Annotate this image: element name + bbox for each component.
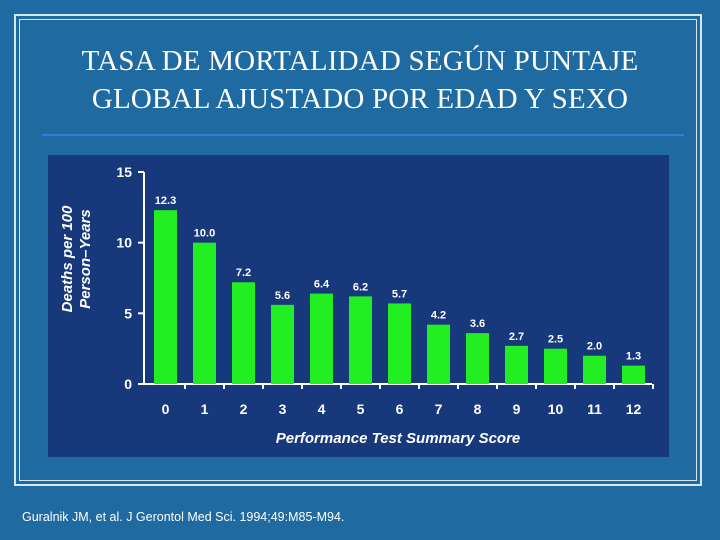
x-tick-label: 2 [240, 401, 248, 417]
bar [466, 333, 489, 384]
chart-panel: 0 5 10 15 12.3 0 10.0 1 7.2 2 5.6 3 6.4 4 6.2 5 5.7 6 4.2… [48, 155, 669, 457]
x-tick-label: 12 [626, 401, 642, 417]
data-label: 3.6 [470, 318, 485, 330]
data-label: 1.3 [626, 351, 641, 363]
bar [271, 304, 294, 384]
x-tick-label: 11 [587, 401, 602, 417]
slide-frame-inner [19, 19, 697, 481]
bar [427, 324, 450, 384]
data-label: 6.2 [353, 281, 368, 293]
bar [154, 210, 177, 384]
bar [544, 348, 567, 384]
y-axis-title: Deaths per 100 Person–Years [59, 205, 94, 312]
slide-title-line-1: TASA DE MORTALIDAD SEGÚN PUNTAJE [81, 45, 639, 77]
x-tick-label: 0 [162, 401, 170, 417]
data-label: 4.2 [431, 310, 446, 322]
bar [388, 303, 411, 384]
y-axis-title-line-1: Deaths per 100 [59, 205, 76, 312]
bars-layer [154, 210, 645, 384]
x-tick-label: 1 [201, 401, 209, 417]
title-divider [42, 134, 684, 136]
x-tick-label: 9 [513, 401, 521, 417]
data-label: 2.7 [509, 331, 524, 343]
y-axis-title-line-2: Person–Years [77, 209, 94, 309]
x-axis-title: Performance Test Summary Score [276, 430, 521, 447]
x-tick-label: 5 [357, 401, 365, 417]
y-tick-label: 0 [124, 376, 132, 392]
bar [310, 293, 333, 384]
slide-frame-outer [14, 14, 702, 486]
data-label: 12.3 [155, 195, 176, 207]
slide-title: TASA DE MORTALIDAD SEGÚN PUNTAJE GLOBAL … [30, 42, 690, 118]
data-label: 2.0 [587, 341, 602, 353]
slide-title-line-2: GLOBAL AJUSTADO POR EDAD Y SEXO [91, 83, 629, 115]
labels-layer: 12.3 0 10.0 1 7.2 2 5.6 3 6.4 4 6.2 5 5.7 6 4.2 7 3.6 8 2.… [155, 195, 642, 417]
citation: Guralnik JM, et al. J Gerontol Med Sci. … [22, 510, 345, 524]
bar [583, 355, 606, 384]
y-tick-label: 15 [116, 164, 132, 180]
x-tick-label: 8 [474, 401, 482, 417]
data-label: 6.4 [314, 279, 330, 291]
y-tick-label: 10 [116, 235, 132, 251]
data-label: 2.5 [548, 334, 563, 346]
x-tick-label: 6 [396, 401, 404, 417]
data-label: 5.7 [392, 288, 407, 300]
x-tick-label: 4 [318, 401, 326, 417]
x-tick-label: 10 [548, 401, 564, 417]
x-tick-label: 7 [435, 401, 443, 417]
data-label: 7.2 [236, 267, 251, 279]
bar-chart: 0 5 10 15 12.3 0 10.0 1 7.2 2 5.6 3 6.4 4 6.2 5 5.7 6 4.2… [59, 164, 654, 447]
data-label: 10.0 [194, 228, 215, 240]
bar [193, 242, 216, 384]
x-tick-label: 3 [279, 401, 287, 417]
data-label: 5.6 [275, 290, 290, 302]
y-tick-label: 5 [124, 305, 132, 321]
bar [349, 296, 372, 384]
bar [622, 365, 645, 384]
bar [505, 345, 528, 384]
bar [232, 282, 255, 384]
